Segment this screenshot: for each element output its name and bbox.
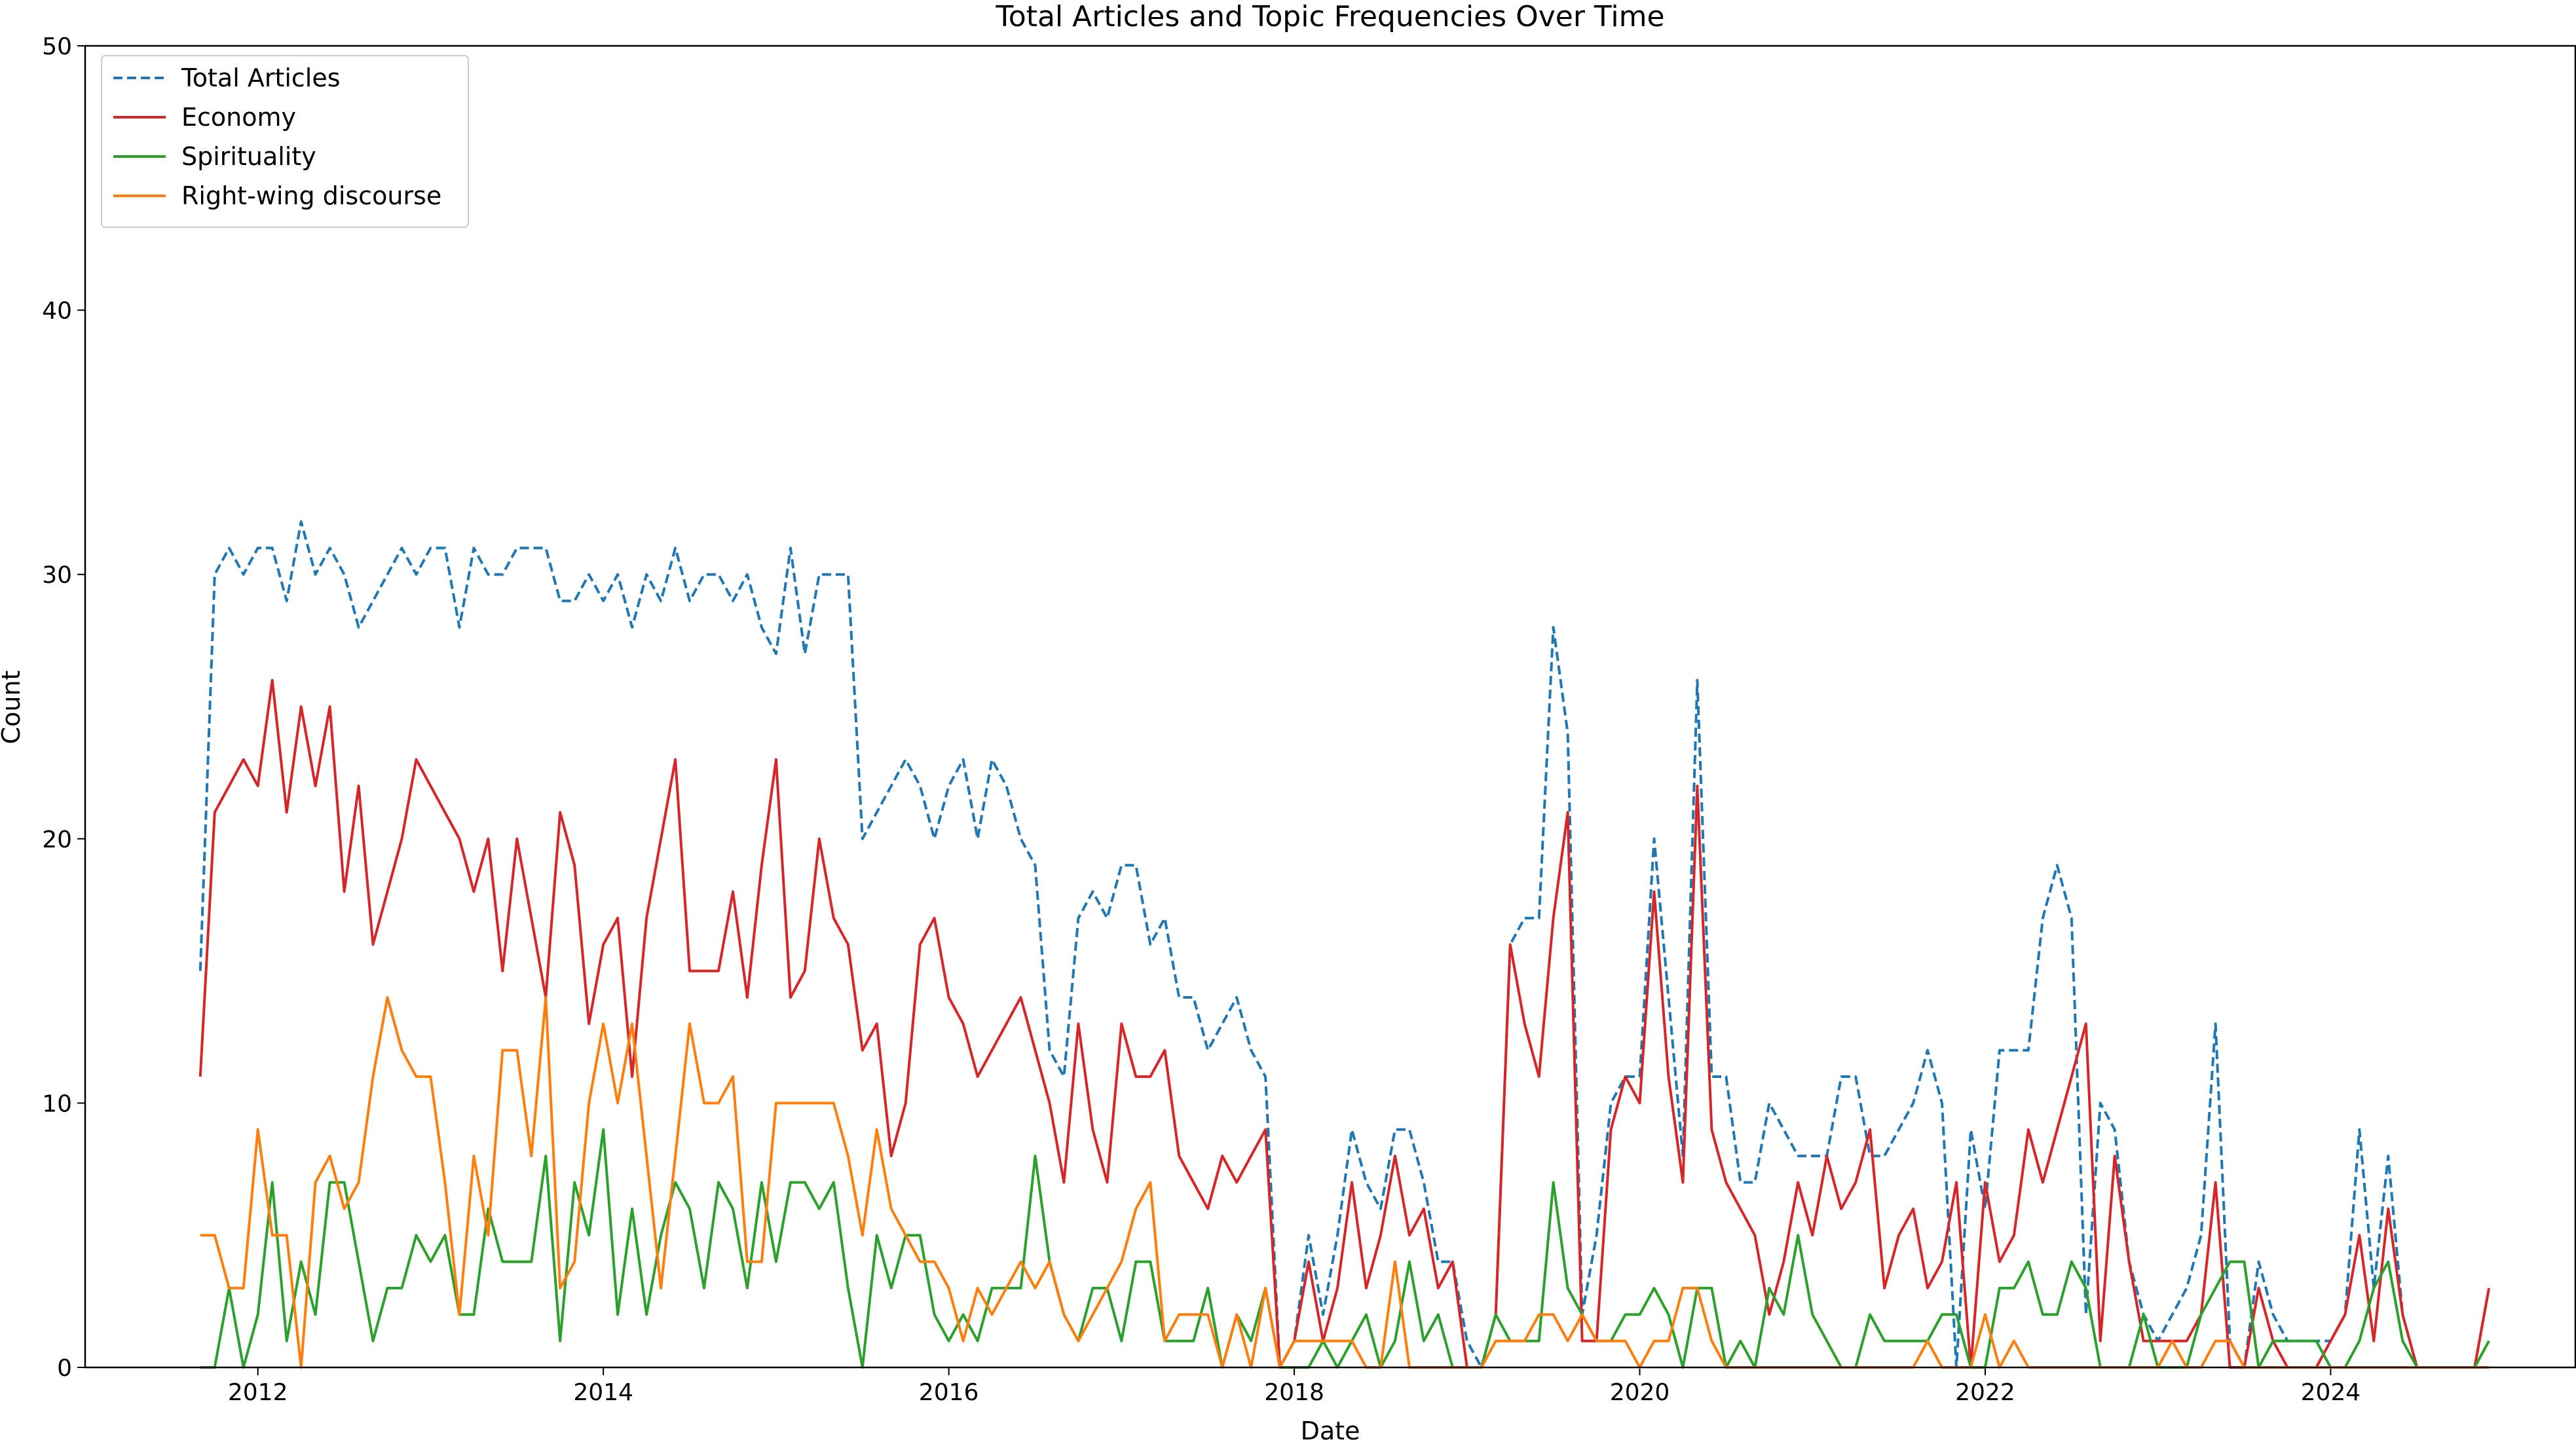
x-tick-label: 2022 bbox=[1955, 1379, 2015, 1406]
x-tick-label: 2018 bbox=[1264, 1379, 1324, 1406]
legend-label: Spirituality bbox=[181, 142, 316, 171]
y-tick-label: 40 bbox=[42, 298, 72, 325]
y-tick-label: 0 bbox=[57, 1355, 72, 1382]
y-tick-label: 10 bbox=[42, 1090, 72, 1117]
x-axis-label: Date bbox=[1301, 1417, 1360, 1445]
legend-box bbox=[101, 55, 469, 228]
x-tick-label: 2014 bbox=[573, 1379, 633, 1406]
y-tick-label: 50 bbox=[42, 33, 72, 60]
x-tick-label: 2024 bbox=[2301, 1379, 2361, 1406]
y-tick-label: 30 bbox=[42, 562, 72, 589]
y-tick-label: 20 bbox=[42, 826, 72, 853]
series-line-economy bbox=[198, 678, 2491, 1369]
legend-label: Economy bbox=[181, 103, 296, 132]
x-tick-label: 2012 bbox=[228, 1379, 288, 1406]
y-axis-ticks: 0 10 20 30 40 50 bbox=[42, 33, 85, 1382]
legend-label: Right-wing discourse bbox=[181, 181, 441, 210]
axes-frame bbox=[84, 45, 2576, 1369]
chart-title: Total Articles and Topic Frequencies Ove… bbox=[995, 0, 1664, 33]
legend: Total Articles Economy Spirituality Right-w… bbox=[101, 55, 469, 228]
x-tick-label: 2016 bbox=[919, 1379, 979, 1406]
y-axis-label: Count bbox=[0, 671, 26, 745]
x-axis-ticks: 2012 2014 2016 2018 2020 2022 2024 bbox=[228, 1367, 2361, 1406]
x-tick-label: 2020 bbox=[1610, 1379, 1670, 1406]
legend-label: Total Articles bbox=[181, 64, 341, 92]
series-line-total-articles bbox=[198, 520, 2491, 1369]
